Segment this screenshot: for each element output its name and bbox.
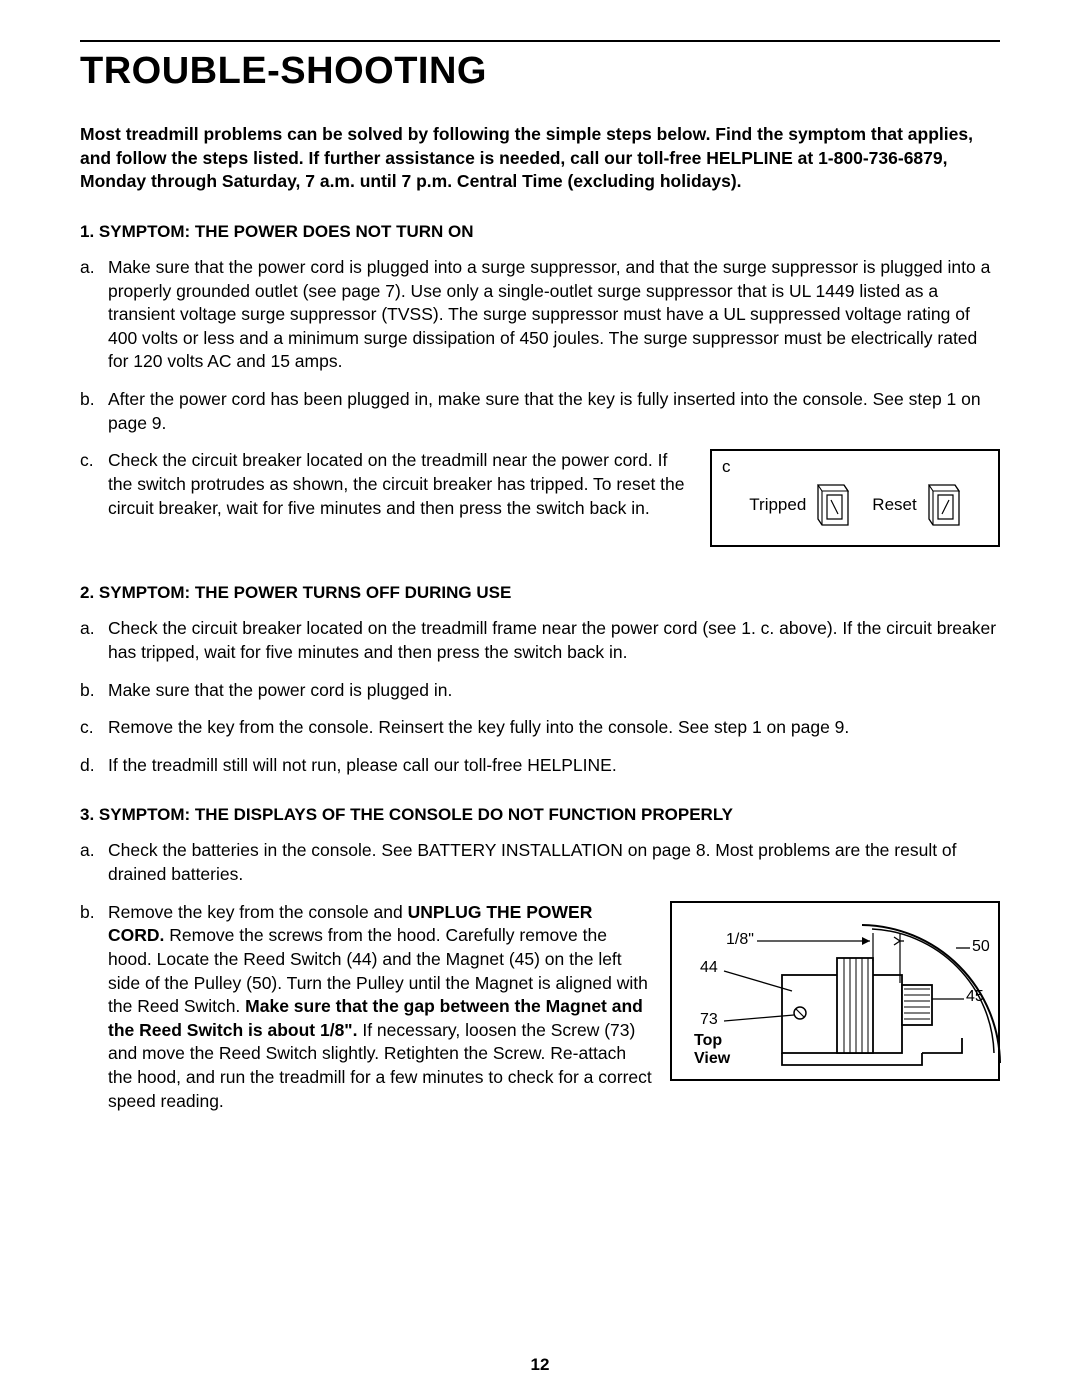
item-letter: b.: [80, 679, 95, 703]
item-letter: b.: [80, 901, 95, 925]
item-text: Check the circuit breaker located on the…: [108, 618, 996, 662]
page-title: TROUBLE-SHOOTING: [80, 50, 1000, 93]
item-letter: a.: [80, 256, 95, 280]
symptom-3-heading: 3. SYMPTOM: THE DISPLAYS OF THE CONSOLE …: [80, 805, 1000, 825]
circuit-breaker-diagram: c Tripped Reset: [710, 449, 1000, 547]
item-text: Remove the key from the console and UNPL…: [108, 902, 652, 1111]
reset-switch-icon: [923, 481, 961, 529]
item-text: Check the circuit breaker located on the…: [108, 450, 685, 517]
page-number: 12: [531, 1355, 550, 1375]
s3-item-a: a. Check the batteries in the console. S…: [80, 839, 1000, 886]
item-text: Check the batteries in the console. See …: [108, 840, 957, 884]
item-text: Remove the key from the console. Reinser…: [108, 717, 849, 737]
label-73: 73: [700, 1011, 718, 1029]
item-letter: a.: [80, 839, 95, 863]
reset-label: Reset: [872, 495, 916, 515]
item-letter: b.: [80, 388, 95, 412]
label-50: 50: [972, 938, 990, 956]
item-text: Make sure that the power cord is plugged…: [108, 680, 452, 700]
s1-item-c: c. Check the circuit breaker located on …: [80, 449, 692, 520]
s3-item-b: b. Remove the key from the console and U…: [80, 901, 652, 1114]
tripped-label: Tripped: [749, 495, 806, 515]
item-text: After the power cord has been plugged in…: [108, 389, 981, 433]
gap-label: 1/8": [726, 931, 754, 949]
symptom-1-heading: 1. SYMPTOM: THE POWER DOES NOT TURN ON: [80, 222, 1000, 242]
item-text: If the treadmill still will not run, ple…: [108, 755, 617, 775]
top-view-label: TopView: [694, 1032, 730, 1069]
item-letter: c.: [80, 716, 94, 740]
s1-item-b: b. After the power cord has been plugged…: [80, 388, 1000, 435]
item-letter: c.: [80, 449, 94, 473]
label-45: 45: [966, 988, 984, 1006]
item-letter: a.: [80, 617, 95, 641]
intro-text: Most treadmill problems can be solved by…: [80, 123, 1000, 194]
s2-item-b: b. Make sure that the power cord is plug…: [80, 679, 1000, 703]
diagram-label-c: c: [722, 457, 731, 477]
item-text: Make sure that the power cord is plugged…: [108, 257, 990, 372]
label-44: 44: [700, 959, 718, 977]
s2-item-d: d. If the treadmill still will not run, …: [80, 754, 1000, 778]
tripped-switch-icon: [812, 481, 850, 529]
symptom-2-heading: 2. SYMPTOM: THE POWER TURNS OFF DURING U…: [80, 583, 1000, 603]
top-rule: [80, 40, 1000, 42]
reed-switch-diagram: 1/8" 44 73 45 50 TopView: [670, 901, 1000, 1081]
s2-item-c: c. Remove the key from the console. Rein…: [80, 716, 1000, 740]
s1-item-a: a. Make sure that the power cord is plug…: [80, 256, 1000, 374]
s2-item-a: a. Check the circuit breaker located on …: [80, 617, 1000, 664]
item-letter: d.: [80, 754, 95, 778]
